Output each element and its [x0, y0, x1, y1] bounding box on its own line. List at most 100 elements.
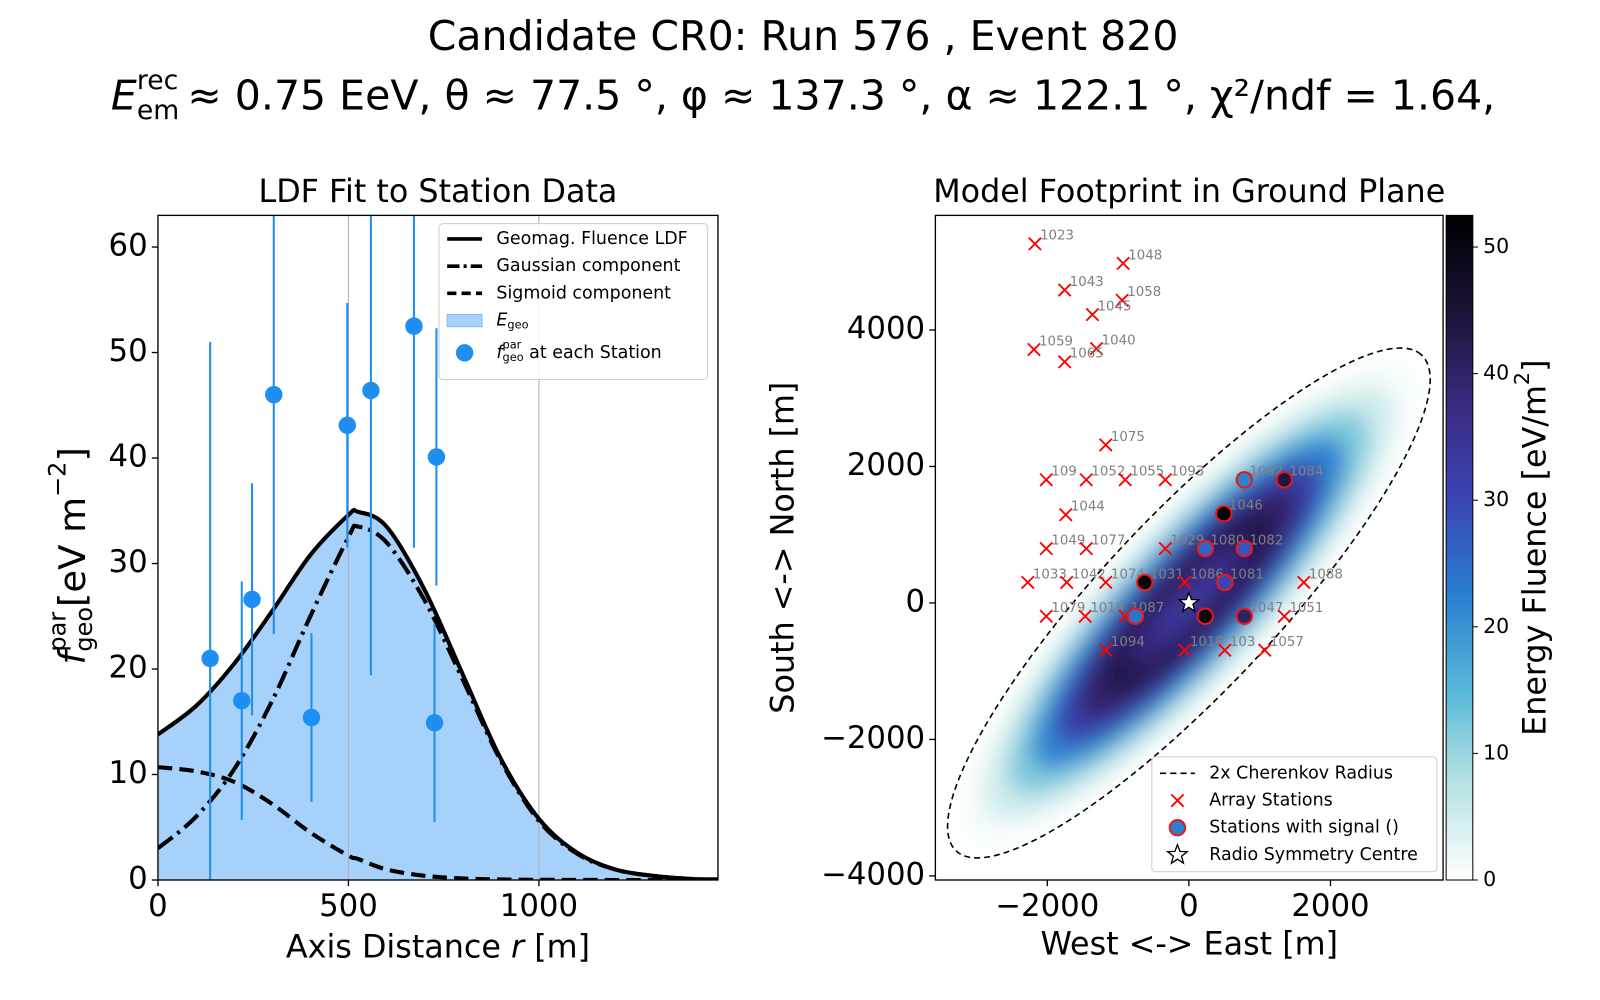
- station-marker: [1177, 575, 1192, 590]
- station-label: 1057: [1270, 635, 1304, 650]
- station-marker: [1177, 643, 1192, 657]
- y-tick-label: 10: [109, 755, 148, 791]
- text-part: Axis Distance: [286, 929, 511, 966]
- station-label: 1080: [1210, 533, 1244, 548]
- station-point: [302, 708, 321, 727]
- station-marker: [1277, 609, 1292, 624]
- signal-station: [1275, 471, 1294, 489]
- ldf-line: [157, 523, 718, 880]
- y-tick-label: 4000: [847, 311, 925, 347]
- station-label: 1058: [1127, 285, 1161, 300]
- station-label: 1082: [1249, 533, 1283, 548]
- station-label: 1086: [1190, 567, 1224, 582]
- station-marker: [1158, 472, 1173, 487]
- signal-station: [1235, 607, 1254, 625]
- legend-marker: [1170, 793, 1185, 808]
- signal-station: [1196, 607, 1215, 625]
- station-marker: [1116, 256, 1130, 271]
- station-marker: [1027, 342, 1041, 357]
- station-marker: [1039, 609, 1054, 624]
- legend-marker: [1165, 842, 1190, 865]
- station-point: [425, 714, 444, 732]
- station-label: 1074: [1111, 567, 1145, 582]
- cherenkov-group: [891, 297, 1487, 908]
- text-part: −2: [43, 462, 71, 497]
- station-marker: [1158, 541, 1173, 556]
- legend-marker: [455, 344, 474, 362]
- station-marker: [1020, 575, 1035, 590]
- station-marker: [1059, 575, 1074, 590]
- station-label: 1049: [1051, 533, 1085, 548]
- y-tick-label: 50: [109, 333, 148, 369]
- ldf-line: [157, 507, 718, 880]
- legend-label: fpar geo at each Station: [496, 337, 661, 364]
- station-label: 1093: [1170, 465, 1204, 480]
- station-marker: [1098, 438, 1113, 452]
- text-part: ]: [1516, 360, 1553, 372]
- station-marker: [1085, 307, 1100, 322]
- y-tick-label: 0: [128, 861, 148, 897]
- legend-label: Gaussian component: [496, 256, 680, 276]
- station-point: [405, 317, 423, 335]
- station-marker: [1118, 472, 1133, 487]
- legend-label: Radio Symmetry Centre: [1209, 845, 1418, 865]
- station-marker: [1039, 541, 1054, 556]
- station-label: 1031: [1150, 567, 1184, 582]
- text-part: rec: [137, 65, 178, 96]
- legend-label: Egeo: [496, 311, 528, 332]
- station-marker: [1039, 472, 1054, 487]
- x-tick-label: 0: [1179, 888, 1199, 924]
- station-label: 1055: [1130, 465, 1164, 480]
- y-axis-label: South <-> North [m]: [765, 382, 802, 714]
- plot-area: [157, 215, 718, 880]
- colorbar-tick-label: 50: [1483, 234, 1509, 258]
- station-label: 1094: [1111, 635, 1145, 650]
- y-tick-label: −4000: [821, 856, 925, 892]
- station-point: [362, 381, 380, 400]
- x-tick-label: −2000: [995, 888, 1099, 924]
- chart-title: LDF Fit to Station Data: [258, 173, 617, 210]
- station-label: 1043: [1070, 275, 1104, 290]
- colorbar: [1445, 214, 1474, 881]
- station-marker: [1257, 643, 1272, 657]
- station-marker: [1028, 237, 1042, 251]
- station-label: 1044: [1071, 500, 1105, 515]
- legend-box: [438, 223, 709, 380]
- station-marker: [1217, 643, 1232, 657]
- x-tick-label: 500: [319, 888, 378, 924]
- station-label: 1048: [1128, 248, 1162, 263]
- x-tick-label: 0: [148, 888, 168, 924]
- x-axis-label: Axis Distance r [m]: [286, 929, 590, 966]
- station-label: 1045: [1098, 299, 1132, 314]
- station-label: 109: [1051, 465, 1076, 480]
- station-marker: [1089, 341, 1104, 356]
- text-part: geo: [507, 318, 528, 332]
- station-point: [243, 590, 261, 609]
- x-axis-label: West <-> East [m]: [1040, 926, 1338, 963]
- station-label: 1052: [1091, 465, 1125, 480]
- station-marker: [1296, 575, 1311, 590]
- legend-label: Array Stations: [1209, 791, 1332, 811]
- station-marker: [1078, 609, 1093, 624]
- text-part: par: [503, 337, 522, 351]
- symmetry-centre: [1177, 590, 1201, 613]
- y-tick-label: 30: [109, 544, 148, 580]
- ldf-line: [157, 765, 718, 880]
- station-point: [265, 386, 283, 404]
- text-part: f: [50, 647, 93, 665]
- signal-station: [1126, 607, 1145, 625]
- station-label: 1047: [1249, 601, 1283, 616]
- station-label: 1018: [1190, 635, 1224, 650]
- station-marker: [1098, 643, 1113, 657]
- text-part: Energy Fluence [eV/m: [1516, 385, 1553, 736]
- text-part: ]: [50, 447, 93, 461]
- colorbar-tick-label: 0: [1483, 867, 1496, 891]
- x-tick-label: 2000: [1291, 888, 1369, 924]
- signal-station: [1235, 471, 1254, 489]
- station-marker: [1058, 507, 1073, 522]
- station-label: 1075: [1111, 430, 1145, 445]
- station-marker: [1057, 355, 1072, 369]
- station-marker: [1115, 293, 1129, 308]
- text-part: E: [111, 71, 137, 119]
